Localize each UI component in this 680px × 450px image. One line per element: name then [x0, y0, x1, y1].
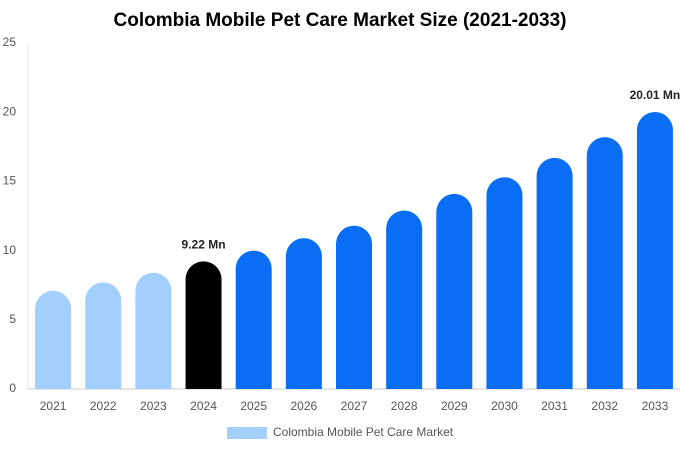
- y-tick-label: 10: [3, 243, 17, 257]
- x-tick-label: 2025: [240, 399, 267, 413]
- x-tick-label: 2031: [541, 399, 568, 413]
- y-tick-label: 15: [3, 174, 17, 188]
- y-tick-label: 5: [9, 312, 16, 326]
- data-label: 9.22 Mn: [182, 238, 226, 252]
- x-tick-label: 2033: [642, 399, 669, 413]
- x-tick-label: 2029: [441, 399, 468, 413]
- bar: [135, 272, 172, 389]
- bar: [185, 261, 222, 389]
- bar: [436, 193, 473, 389]
- y-tick-label: 25: [3, 35, 17, 49]
- bar: [85, 282, 122, 389]
- bar: [285, 238, 322, 389]
- y-tick-label: 0: [9, 381, 16, 395]
- chart-title: Colombia Mobile Pet Care Market Size (20…: [114, 10, 567, 31]
- bar: [336, 225, 372, 389]
- x-tick-label: 2027: [341, 399, 368, 413]
- bar: [35, 290, 72, 389]
- x-tick-label: 2024: [190, 399, 217, 413]
- x-tick-label: 2032: [591, 399, 618, 413]
- bar: [235, 250, 272, 389]
- legend-swatch: [227, 427, 267, 439]
- x-tick-label: 2022: [90, 399, 117, 413]
- bar: [636, 112, 673, 390]
- y-tick-label: 20: [3, 104, 17, 118]
- x-tick-label: 2030: [491, 399, 518, 413]
- x-tick-label: 2026: [290, 399, 317, 413]
- bar: [486, 177, 523, 389]
- bar: [386, 210, 423, 389]
- bar: [586, 137, 623, 389]
- bar: [536, 157, 573, 389]
- x-tick-label: 2028: [391, 399, 418, 413]
- data-label: 20.01 Mn: [630, 88, 680, 102]
- legend-label: Colombia Mobile Pet Care Market: [273, 425, 454, 439]
- x-tick-label: 2021: [40, 399, 67, 413]
- x-tick-label: 2023: [140, 399, 167, 413]
